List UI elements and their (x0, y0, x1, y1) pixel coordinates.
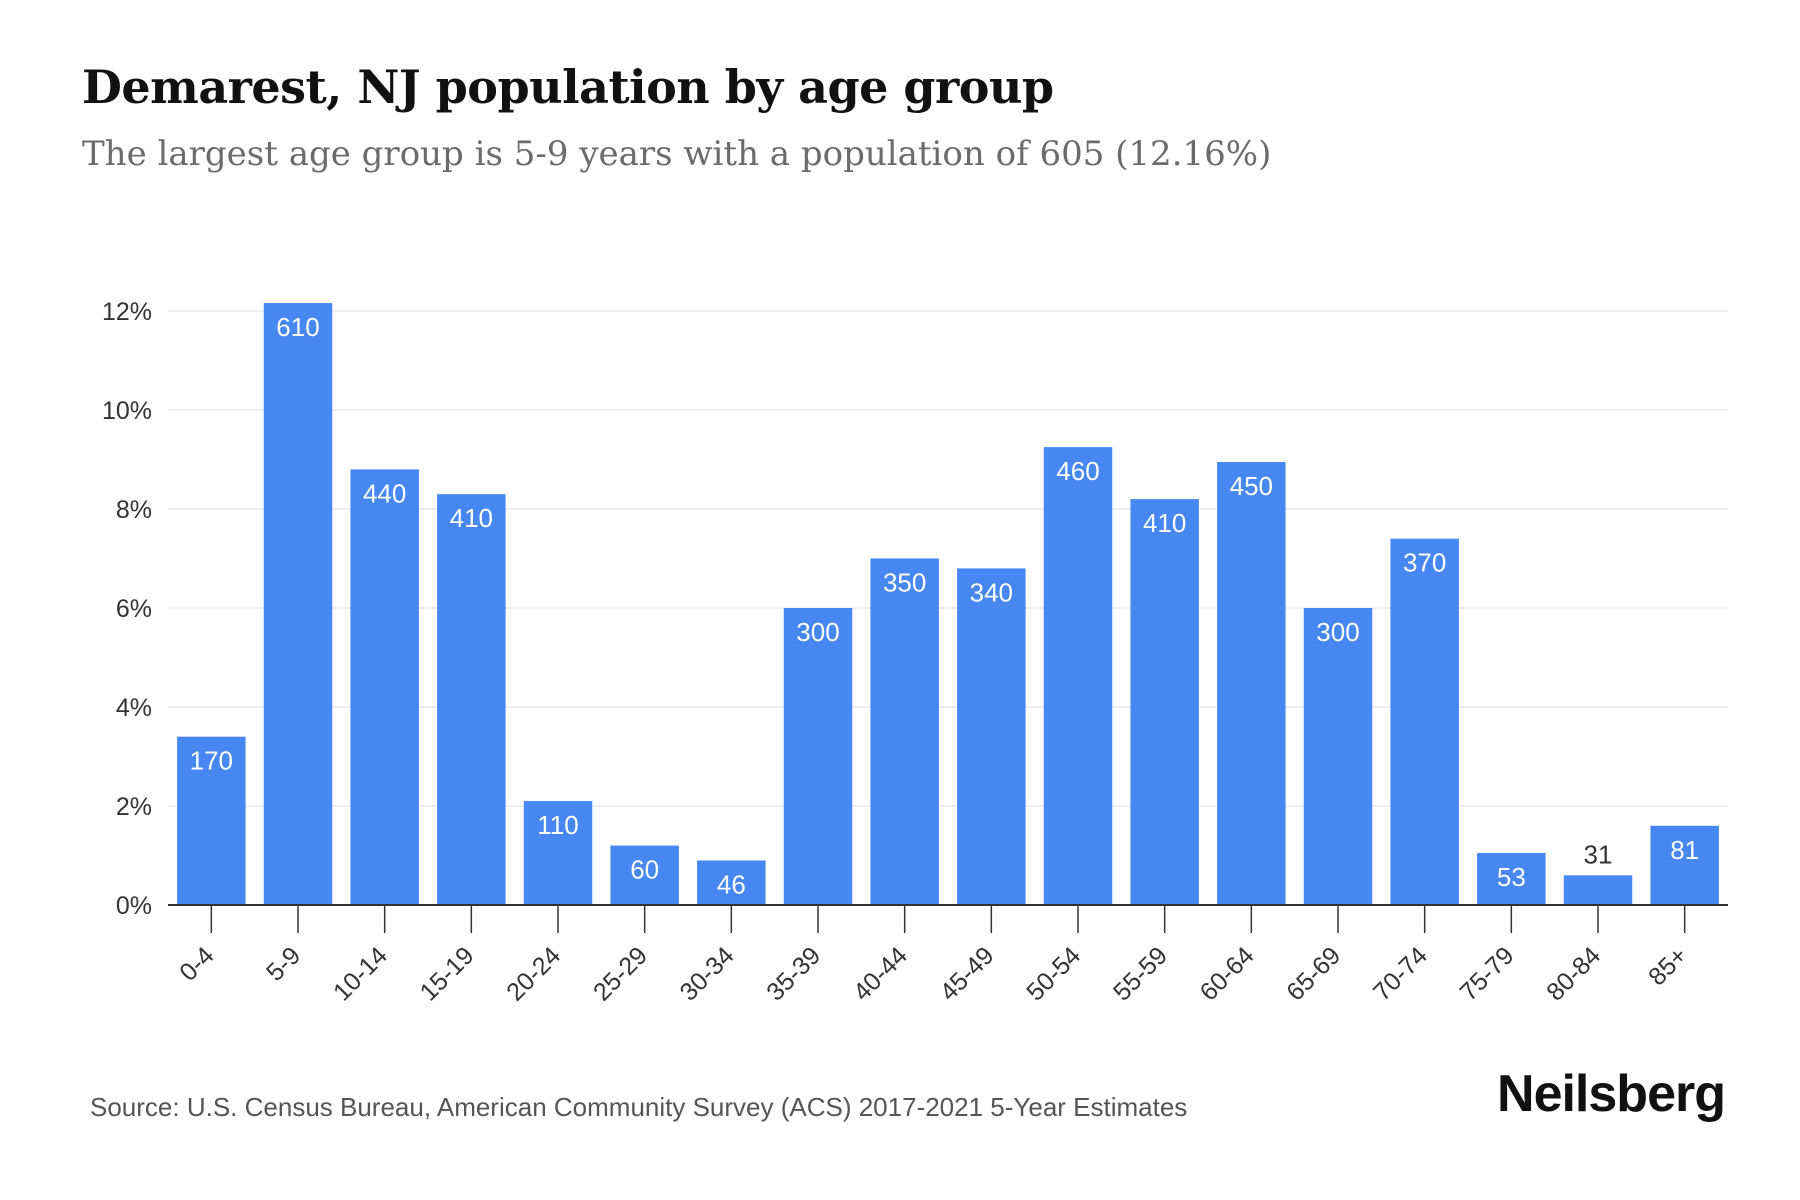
y-tick-label: 4% (116, 694, 152, 722)
x-tick-label: 60-64 (1195, 941, 1260, 1006)
bar-value-label: 170 (190, 746, 233, 776)
bar-value-label: 450 (1230, 471, 1273, 501)
x-tick-label: 55-59 (1108, 941, 1173, 1006)
bar-value-label: 110 (537, 810, 578, 840)
bar-value-label: 31 (1584, 839, 1613, 869)
x-tick-label: 80-84 (1541, 941, 1606, 1006)
bar (1217, 461, 1286, 905)
bar (870, 558, 939, 905)
chart-subtitle: The largest age group is 5-9 years with … (82, 134, 1272, 174)
bar-value-label: 610 (276, 312, 319, 342)
bar (1043, 447, 1113, 905)
y-tick-label: 6% (116, 595, 152, 623)
bar (1303, 608, 1373, 905)
bar-value-label: 340 (970, 577, 1013, 607)
x-tick-label: 50-54 (1021, 941, 1086, 1006)
x-tick-label: 70-74 (1368, 941, 1433, 1006)
x-tick-label: 75-79 (1455, 941, 1520, 1006)
bar-value-label: 410 (1143, 508, 1186, 538)
x-tick-label: 45-49 (935, 941, 1000, 1006)
x-tick-label: 10-14 (328, 941, 393, 1006)
bar-value-label: 410 (450, 503, 493, 533)
bar (957, 568, 1026, 905)
bar-value-label: 440 (363, 478, 406, 508)
bar (1477, 853, 1546, 905)
bar (263, 303, 333, 906)
y-tick-label: 0% (116, 892, 152, 920)
x-tick-label: 65-69 (1281, 941, 1346, 1006)
y-tick-label: 12% (102, 298, 152, 326)
bar-value-label: 370 (1403, 548, 1446, 578)
bar-value-label: 460 (1056, 456, 1099, 486)
x-tick-label: 5-9 (261, 941, 306, 986)
x-tick-label: 15-19 (415, 941, 480, 1006)
bar (697, 860, 766, 905)
x-tick-label: 35-39 (761, 941, 826, 1006)
bar (437, 494, 506, 905)
y-tick-label: 10% (102, 397, 152, 425)
bar-chart: 0% 2% 4% 6% 8% 10% 12% 170 0-4 610 5-9 440 10-14 410 1… (102, 298, 1728, 1006)
bar (610, 845, 679, 905)
bar-value-label: 60 (630, 855, 659, 885)
bar (177, 736, 246, 905)
x-tick-label: 20-24 (501, 941, 566, 1006)
y-tick-label: 2% (116, 793, 152, 821)
bar (1130, 499, 1199, 905)
x-tick-label: 40-44 (848, 941, 913, 1006)
bar (350, 469, 419, 905)
x-tick-label: 0-4 (174, 941, 219, 986)
bar (783, 608, 853, 905)
bar (1650, 825, 1719, 905)
x-tick-label: 85+ (1643, 941, 1693, 991)
bar (1563, 875, 1633, 905)
source-note: Source: U.S. Census Bureau, American Com… (90, 1092, 1188, 1122)
bar-value-label: 300 (1316, 617, 1359, 647)
bar (523, 801, 593, 905)
x-tick-label: 30-34 (675, 941, 740, 1006)
y-tick-label: 8% (116, 496, 152, 524)
brand-logo: Neilsberg (1497, 1065, 1726, 1123)
bar-value-label: 46 (717, 869, 746, 899)
chart-title: Demarest, NJ population by age group (82, 60, 1054, 114)
x-tick-label: 25-29 (588, 941, 653, 1006)
bar-value-label: 53 (1497, 862, 1526, 892)
bar-value-label: 350 (883, 568, 926, 598)
bar-value-label: 81 (1670, 835, 1699, 865)
bar-value-label: 300 (796, 617, 839, 647)
bar (1390, 538, 1459, 905)
